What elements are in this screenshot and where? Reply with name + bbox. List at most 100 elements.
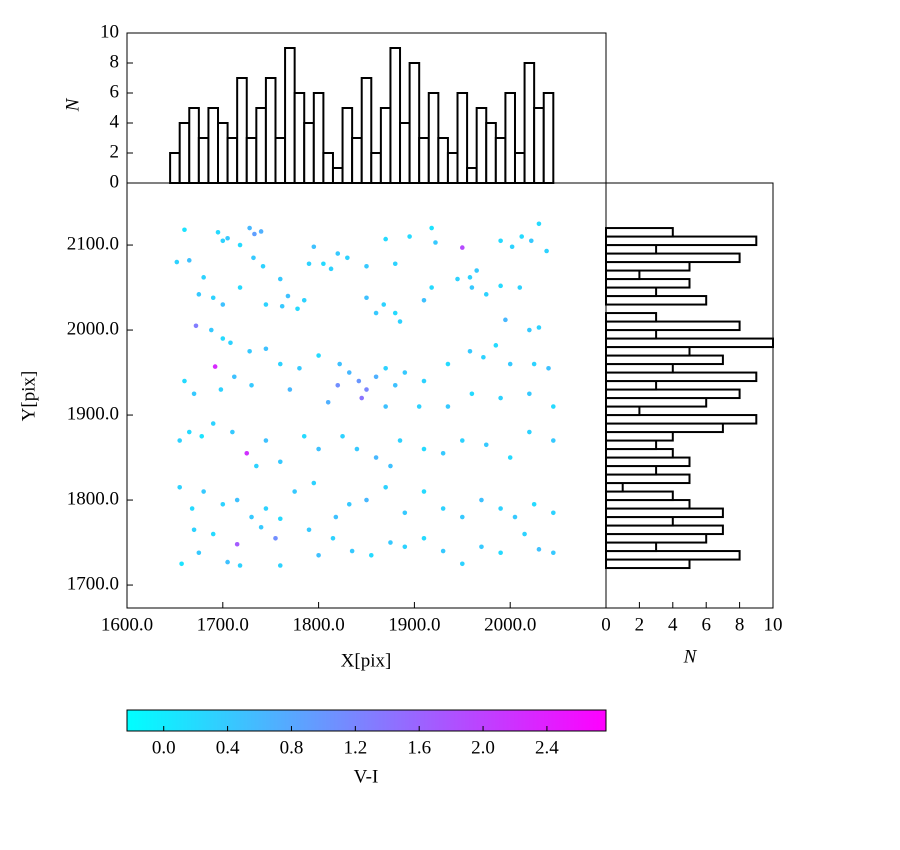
point xyxy=(519,234,524,239)
point xyxy=(455,276,460,282)
hist-bar xyxy=(494,137,507,184)
point xyxy=(421,489,427,494)
point xyxy=(397,319,403,324)
hist-bar xyxy=(605,252,741,264)
point xyxy=(311,480,317,486)
hist-bar xyxy=(341,107,354,184)
point xyxy=(306,261,312,267)
point xyxy=(210,421,216,426)
hist-bar xyxy=(446,152,459,184)
point xyxy=(354,446,360,452)
point xyxy=(263,438,269,443)
point xyxy=(433,240,438,245)
point xyxy=(421,298,427,303)
hist-bar xyxy=(605,550,741,561)
point xyxy=(546,366,551,371)
hist-bar xyxy=(466,167,478,184)
point xyxy=(237,563,243,568)
point xyxy=(220,302,226,307)
point xyxy=(316,353,321,358)
hist-bar xyxy=(427,92,440,184)
point xyxy=(528,238,534,244)
point xyxy=(346,370,352,375)
point xyxy=(483,292,489,297)
point xyxy=(252,231,257,237)
hist-bar xyxy=(605,320,741,332)
point xyxy=(249,514,254,520)
hist-bar xyxy=(207,107,220,184)
plot-frame xyxy=(126,182,607,609)
point xyxy=(258,229,264,234)
hist-bar xyxy=(370,152,382,184)
hist-bar xyxy=(475,107,488,184)
point xyxy=(503,317,508,323)
hist-bar xyxy=(188,107,200,184)
hist-bar xyxy=(605,499,691,510)
point xyxy=(493,343,499,348)
point xyxy=(474,268,479,273)
point xyxy=(460,438,465,443)
x-axis-label: X[pix] xyxy=(341,650,392,671)
point xyxy=(498,506,503,511)
point xyxy=(220,336,226,341)
y-tick-label: 2100.0 xyxy=(67,233,119,254)
right-hist-x-label: N xyxy=(683,646,698,667)
hist-bar xyxy=(605,286,658,298)
x-tick-label: 1600.0 xyxy=(101,614,153,635)
hist-bar xyxy=(418,137,430,184)
point xyxy=(479,497,484,503)
hist-bar xyxy=(533,107,545,184)
hist-bar xyxy=(605,269,641,281)
point xyxy=(481,354,486,360)
point xyxy=(356,378,362,384)
hist-bar xyxy=(605,456,691,468)
colorbar-tick-label: 1.6 xyxy=(407,737,431,758)
point xyxy=(218,387,224,392)
point xyxy=(301,434,307,439)
hist-bar xyxy=(303,122,315,184)
point xyxy=(277,459,283,465)
x-tick-label: 8 xyxy=(735,614,745,635)
x-tick-label: 1900.0 xyxy=(388,614,440,635)
point xyxy=(346,502,352,507)
point xyxy=(337,361,342,367)
point xyxy=(527,327,532,333)
point xyxy=(251,255,256,261)
hist-bar xyxy=(605,337,774,349)
hist-bar xyxy=(605,524,724,536)
y-tick-label: 1700.0 xyxy=(67,573,119,594)
point xyxy=(388,540,393,545)
hist-bar xyxy=(389,47,402,184)
point xyxy=(507,455,513,460)
hist-bar xyxy=(284,47,296,184)
point xyxy=(517,285,523,290)
hist-bar xyxy=(456,92,469,184)
point xyxy=(498,238,503,244)
point xyxy=(325,400,331,405)
point xyxy=(260,264,266,269)
hist-bar xyxy=(605,482,624,493)
point xyxy=(277,516,283,522)
point xyxy=(247,349,252,354)
point xyxy=(383,404,388,409)
y-tick-label: 2000.0 xyxy=(67,318,119,339)
point xyxy=(263,506,269,511)
hist-bar xyxy=(178,122,191,184)
point xyxy=(373,310,379,316)
x-tick-label: 10 xyxy=(764,614,783,635)
point xyxy=(215,230,221,235)
point xyxy=(193,323,199,329)
colorbar xyxy=(126,709,607,732)
point xyxy=(333,514,339,520)
point xyxy=(460,245,465,250)
point xyxy=(174,259,180,265)
hist-bar xyxy=(605,473,691,485)
hist-bar xyxy=(274,137,287,184)
hist-bar xyxy=(322,152,334,184)
right-hist-frame xyxy=(605,182,774,609)
hist-bar xyxy=(312,92,325,184)
point xyxy=(445,361,451,367)
point xyxy=(527,391,532,397)
colorbar-tick-label: 0.8 xyxy=(280,737,304,758)
point xyxy=(544,248,549,254)
